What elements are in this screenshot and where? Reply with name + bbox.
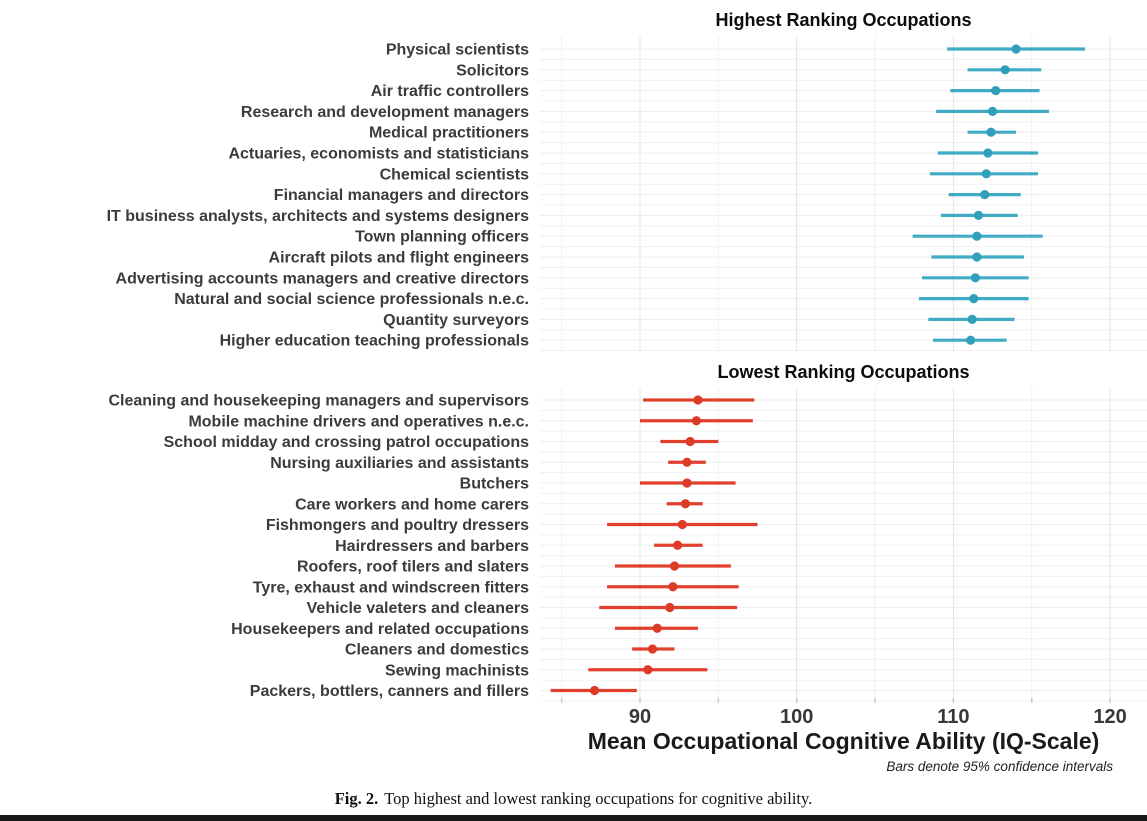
occupation-label: Chemical scientists bbox=[380, 166, 530, 183]
mean-data-point bbox=[643, 665, 653, 675]
mean-data-point bbox=[991, 86, 1001, 96]
occupation-label: Advertising accounts managers and creati… bbox=[116, 270, 530, 287]
occupation-label: Vehicle valeters and cleaners bbox=[307, 600, 529, 617]
occupation-label: Solicitors bbox=[456, 62, 529, 79]
occupations-dot-plot: Highest Ranking Occupations Physical scie… bbox=[107, 10, 1147, 774]
mean-data-point bbox=[967, 314, 977, 324]
occupation-label: Quantity surveyors bbox=[383, 312, 529, 329]
mean-data-point bbox=[665, 602, 675, 613]
occupation-label: Natural and social science professionals… bbox=[174, 291, 529, 308]
mean-data-point bbox=[647, 644, 658, 654]
occupation-label: Packers, bottlers, canners and fillers bbox=[250, 683, 529, 700]
occupation-label: Butchers bbox=[460, 476, 529, 493]
occupation-label: Air traffic controllers bbox=[371, 83, 529, 100]
mean-data-point bbox=[589, 685, 600, 696]
screenshot-bottom-edge-bar bbox=[0, 815, 1147, 821]
mean-data-point bbox=[1000, 65, 1010, 75]
mean-data-point bbox=[685, 436, 695, 447]
mean-data-point bbox=[673, 540, 683, 550]
x-axis-tick-label: 110 bbox=[937, 706, 969, 728]
mean-data-point bbox=[973, 210, 984, 220]
occupation-label: Mobile machine drivers and operatives n.… bbox=[188, 413, 529, 430]
mean-data-point bbox=[682, 457, 692, 467]
occupation-label: Housekeepers and related occupations bbox=[231, 621, 529, 638]
mean-data-point bbox=[972, 231, 982, 241]
mean-data-point bbox=[972, 252, 982, 262]
occupation-label: Medical practitioners bbox=[369, 125, 529, 142]
occupation-label: Higher education teaching professionals bbox=[220, 333, 529, 350]
figure-caption-label: Fig. 2. bbox=[334, 789, 379, 808]
mean-data-point bbox=[652, 623, 662, 633]
occupation-label: Tyre, exhaust and windscreen fitters bbox=[253, 579, 529, 596]
mean-data-point bbox=[981, 169, 991, 179]
mean-data-point bbox=[677, 519, 687, 530]
occupation-label: School midday and crossing patrol occupa… bbox=[164, 434, 529, 451]
mean-data-point bbox=[682, 478, 692, 488]
occupation-label: Fishmongers and poultry dressers bbox=[266, 517, 529, 534]
x-axis-title: Mean Occupational Cognitive Ability (IQ-… bbox=[588, 728, 1100, 754]
mean-data-point bbox=[1011, 44, 1021, 54]
occupation-label: Town planning officers bbox=[355, 229, 529, 246]
mean-data-point bbox=[669, 561, 680, 571]
occupation-label: Cleaners and domestics bbox=[345, 642, 529, 659]
occupation-label: Actuaries, economists and statisticians bbox=[228, 146, 529, 163]
panel-title: Highest Ranking Occupations bbox=[715, 10, 971, 30]
panel-title: Lowest Ranking Occupations bbox=[717, 362, 969, 382]
figure-caption: Fig. 2. Top highest and lowest ranking oc… bbox=[0, 789, 1147, 809]
occupation-label: Cleaning and housekeeping managers and s… bbox=[108, 393, 529, 410]
mean-data-point bbox=[987, 106, 998, 116]
x-axis-tick-label: 100 bbox=[780, 706, 813, 728]
occupation-label: Research and development managers bbox=[241, 104, 529, 121]
figure-caption-text: Top highest and lowest ranking occupatio… bbox=[384, 789, 813, 808]
occupation-label: Hairdressers and barbers bbox=[335, 538, 529, 555]
mean-data-point bbox=[969, 294, 979, 304]
x-axis-tick-label: 90 bbox=[629, 706, 651, 728]
mean-data-point bbox=[966, 335, 976, 345]
occupation-label: Financial managers and directors bbox=[274, 187, 529, 204]
mean-data-point bbox=[691, 416, 702, 426]
occupation-label: Aircraft pilots and flight engineers bbox=[269, 250, 530, 267]
occupation-label: Sewing machinists bbox=[385, 662, 529, 679]
ci-note: Bars denote 95% confidence intervals bbox=[886, 759, 1113, 774]
mean-data-point bbox=[680, 499, 691, 509]
occupation-label: Care workers and home carers bbox=[295, 496, 529, 513]
mean-data-point bbox=[986, 127, 996, 137]
occupation-label: IT business analysts, architects and sys… bbox=[107, 208, 530, 225]
mean-data-point bbox=[693, 395, 703, 405]
occupation-label: Nursing auxiliaries and assistants bbox=[270, 455, 529, 472]
mean-data-point bbox=[668, 582, 678, 592]
occupation-label: Roofers, roof tilers and slaters bbox=[297, 559, 529, 576]
mean-data-point bbox=[983, 148, 993, 158]
x-axis-tick-label: 120 bbox=[1093, 706, 1126, 728]
occupation-label: Physical scientists bbox=[386, 42, 529, 59]
mean-data-point bbox=[980, 190, 990, 200]
mean-data-point bbox=[970, 273, 980, 283]
